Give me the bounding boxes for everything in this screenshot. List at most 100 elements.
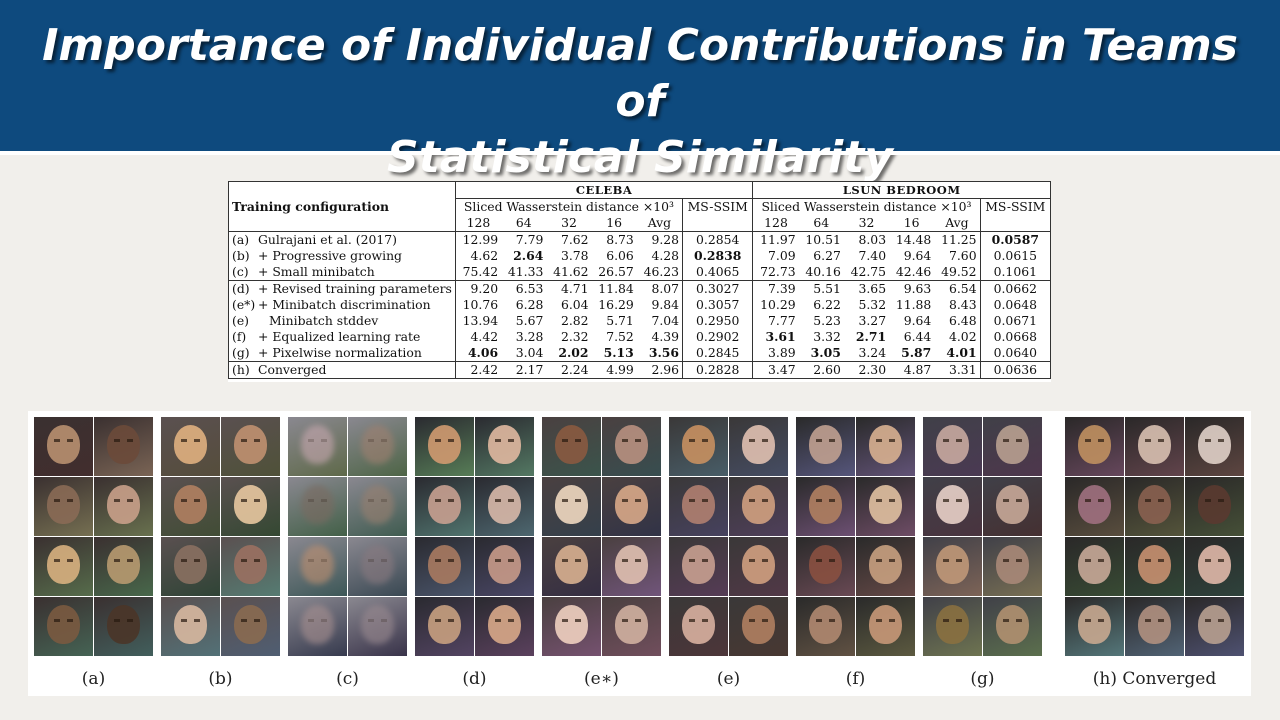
face-sample-image <box>34 477 93 536</box>
lsun-swd-cell: 8.03 <box>843 231 890 248</box>
face-sample-image <box>796 477 855 536</box>
row-tag: (e*) <box>232 297 256 312</box>
row-tag: (b) <box>232 248 250 263</box>
celeba-swd-cell: 2.96 <box>636 361 683 379</box>
row-name: Minibatch stddev <box>269 313 379 328</box>
face-sample-image <box>348 597 407 656</box>
lsun-swd-cell: 3.27 <box>858 313 887 328</box>
face-sample-image <box>1125 597 1184 656</box>
title-banner: Importance of Individual Contributions i… <box>0 0 1280 183</box>
banner-divider <box>0 151 1280 155</box>
face-sample-image <box>856 417 915 476</box>
face-sample-image <box>542 417 601 476</box>
row-name: Gulrajani et al. (2017) <box>258 232 397 247</box>
face-panel <box>1065 417 1244 656</box>
row-name: + Small minibatch <box>258 264 375 279</box>
panel-caption: (g) <box>970 669 995 689</box>
lsun-swd-cell: 9.64 <box>903 313 932 328</box>
face-sample-image <box>923 477 982 536</box>
celeba-swd-cell: 5.67 <box>515 313 544 328</box>
panel-caption: (c) <box>336 669 359 689</box>
celeba-swd-cell: 9.28 <box>636 231 683 248</box>
face-sample-image <box>221 597 280 656</box>
celeba-col-16: 16 <box>606 215 623 230</box>
face-panel <box>542 417 661 656</box>
celeba-msssim-cell: 0.2828 <box>682 361 753 379</box>
face-sample-image <box>1065 417 1124 476</box>
face-sample-image <box>983 537 1042 596</box>
lsun-swd-cell: 3.32 <box>813 329 841 344</box>
row-name: + Pixelwise normalization <box>258 345 422 360</box>
celeba-swd-cell: 6.53 <box>501 280 547 297</box>
row-label: (e) Minibatch stddev <box>229 313 456 329</box>
lsun-swd-cell: 9.64 <box>903 248 932 263</box>
celeba-swd-cell: 3.04 <box>515 345 544 360</box>
lsun-swd-cell: 2.71 <box>855 329 887 344</box>
face-sample-image <box>729 477 788 536</box>
panel-caption: (h) Converged <box>1092 669 1217 689</box>
row-tag: (g) <box>232 345 250 360</box>
face-sample-image <box>856 597 915 656</box>
table-row: (b) + Progressive growing 4.62 2.64 3.78 6.06… <box>229 248 1051 264</box>
celeba-swd-cell: 9.20 <box>454 280 502 297</box>
face-sample-image <box>94 417 153 476</box>
face-panel <box>415 417 534 656</box>
face-sample-image <box>983 597 1042 656</box>
lsun-msssim-label: MS-SSIM <box>979 198 1051 232</box>
lsun-swd-cell: 3.61 <box>752 329 799 345</box>
face-sample-image <box>415 537 474 596</box>
row-label: (h) Converged <box>228 361 456 379</box>
celeba-col-128: 128 <box>454 215 502 232</box>
lsun-swd-cell: 3.31 <box>934 361 981 379</box>
face-panel <box>796 417 915 656</box>
face-sample-image <box>1125 477 1184 536</box>
face-sample-image <box>669 537 728 596</box>
celeba-swd-cell: 7.04 <box>651 313 680 328</box>
lsun-swd-cell: 3.05 <box>810 345 841 360</box>
lsun-swd-cell: 40.16 <box>805 264 841 279</box>
lsun-swd-cell: 11.97 <box>752 231 799 248</box>
celeba-swd-cell: 10.76 <box>454 297 502 313</box>
face-sample-image <box>1185 597 1244 656</box>
lsun-swd-cell: 8.43 <box>948 297 977 312</box>
table-row: (g) + Pixelwise normalization 4.06 3.04 2.02… <box>229 345 1051 362</box>
lsun-msssim-cell: 0.0615 <box>979 248 1051 264</box>
row-tag: (a) <box>232 232 250 247</box>
lsun-swd-cell: 10.29 <box>752 297 799 313</box>
face-sample-image <box>34 417 93 476</box>
results-table: Training configuration CELEBA LSUN BEDRO… <box>228 181 1051 382</box>
face-sample-image <box>923 417 982 476</box>
celeba-swd-cell: 4.06 <box>454 345 502 362</box>
panel-caption: (f) <box>845 669 866 689</box>
lsun-swd-cell: 7.60 <box>948 248 977 263</box>
celeba-swd-cell: 11.84 <box>591 280 637 297</box>
celeba-swd-cell: 13.94 <box>454 313 502 329</box>
table-row: (f) + Equalized learning rate 4.42 3.28 2.32… <box>229 329 1051 345</box>
celeba-swd-cell: 2.82 <box>560 313 589 328</box>
lsun-swd-cell: 14.48 <box>889 231 935 248</box>
lsun-msssim-cell: 0.0671 <box>979 313 1051 329</box>
celeba-swd-cell: 3.28 <box>515 329 544 344</box>
face-sample-image <box>288 597 347 656</box>
celeba-swd-cell: 6.06 <box>606 248 634 263</box>
celeba-swd-cell: 7.52 <box>606 329 634 344</box>
celeba-swd-cell: 8.73 <box>591 231 637 248</box>
lsun-col-32: 32 <box>858 215 875 230</box>
face-sample-image <box>983 477 1042 536</box>
lsun-swd-cell: 6.22 <box>813 297 841 312</box>
lsun-swd-cell: 2.60 <box>798 361 844 379</box>
celeba-swd-cell: 16.29 <box>598 297 634 312</box>
face-sample-image <box>602 417 661 476</box>
face-sample-image <box>161 537 220 596</box>
results-grid: Training configuration CELEBA LSUN BEDRO… <box>228 181 1051 379</box>
panel-caption: (e) <box>716 669 741 689</box>
face-sample-image <box>796 537 855 596</box>
face-sample-image <box>1185 477 1244 536</box>
lsun-msssim-cell: 0.0662 <box>979 280 1051 297</box>
celeba-msssim-cell: 0.3027 <box>682 280 753 297</box>
lsun-swd-cell: 2.30 <box>843 361 890 379</box>
celeba-swd-label: Sliced Wasserstein distance ×10³ <box>454 198 683 215</box>
face-sample-image <box>923 537 982 596</box>
celeba-swd-cell: 5.13 <box>603 345 634 360</box>
celeba-swd-cell: 2.17 <box>501 361 547 379</box>
